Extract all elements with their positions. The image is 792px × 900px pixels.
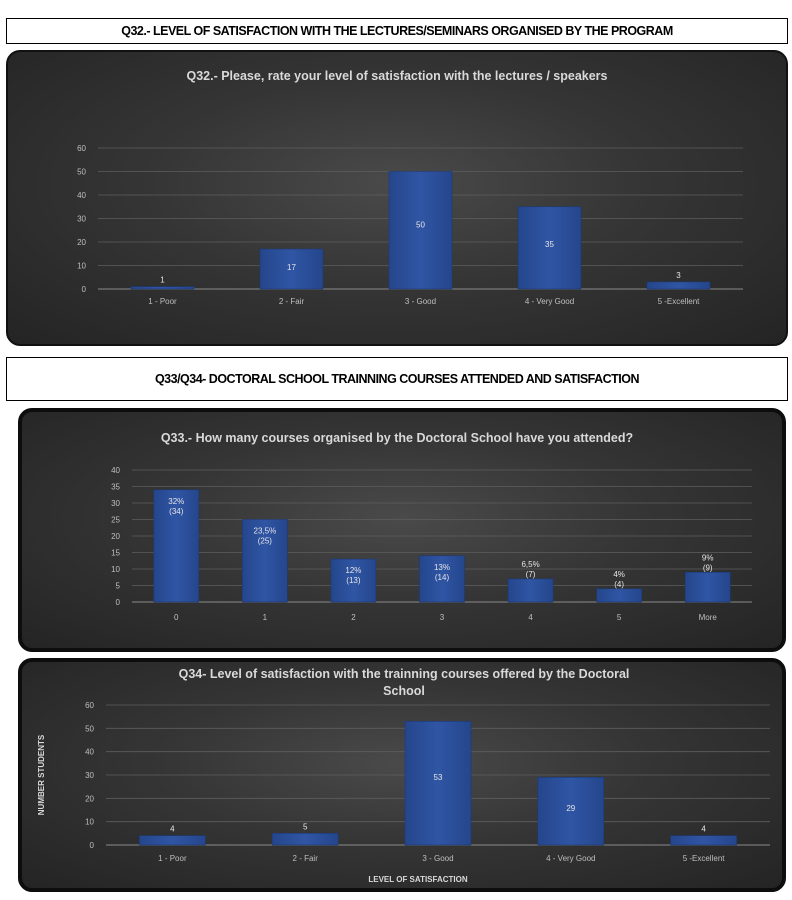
- bar: [139, 835, 206, 846]
- x-tick-label: 2 - Fair: [293, 854, 319, 863]
- y-tick-label: 50: [77, 168, 86, 177]
- chart-q32: Q32.- Please, rate your level of satisfa…: [77, 69, 743, 306]
- data-label: 35: [545, 240, 554, 249]
- y-tick-label: 30: [111, 499, 120, 508]
- bar: [330, 558, 377, 603]
- x-tick-label: 5 -Excellent: [658, 297, 701, 306]
- y-tick-label: 60: [85, 701, 94, 710]
- data-label: 6,5%: [521, 560, 539, 569]
- bar: [153, 489, 200, 603]
- bar: [388, 171, 453, 290]
- data-label: (9): [703, 563, 713, 572]
- data-label: 5: [303, 822, 308, 831]
- data-label: 50: [416, 220, 425, 229]
- y-tick-label: 60: [77, 144, 86, 153]
- data-label: 23,5%: [254, 527, 277, 536]
- bar: [242, 519, 288, 603]
- data-label: (14): [435, 573, 450, 582]
- bar: [419, 555, 465, 603]
- chart-panel-q32: Q32.- Please, rate your level of satisfa…: [6, 50, 788, 346]
- y-tick-label: 20: [111, 532, 120, 541]
- y-tick-label: 20: [77, 238, 86, 247]
- y-tick-label: 10: [85, 818, 94, 827]
- chart-title: Q34- Level of satisfaction with the trai…: [179, 667, 630, 681]
- y-tick-label: 30: [85, 771, 94, 780]
- x-tick-label: More: [699, 613, 718, 622]
- y-tick-label: 25: [111, 516, 120, 525]
- y-tick-label: 40: [85, 748, 94, 757]
- bar: [259, 248, 324, 290]
- y-tick-label: 20: [85, 794, 94, 803]
- section-header-q33-q34: Q33/Q34- DOCTORAL SCHOOL TRAINNING COURS…: [6, 357, 788, 401]
- data-label: 53: [434, 773, 443, 782]
- x-tick-label: 5 -Excellent: [683, 854, 726, 863]
- x-tick-label: 4: [528, 613, 533, 622]
- data-label: 29: [566, 804, 575, 813]
- data-label: 17: [287, 263, 296, 272]
- section-header-q32-text: Q32.- LEVEL OF SATISFACTION WITH THE LEC…: [121, 24, 673, 38]
- y-tick-label: 10: [77, 262, 86, 271]
- data-label: 12%: [345, 566, 361, 575]
- y-tick-label: 10: [111, 565, 120, 574]
- x-tick-label: 3 - Good: [422, 854, 453, 863]
- data-label: 4: [170, 825, 175, 834]
- y-tick-label: 0: [82, 285, 87, 294]
- chart-title: School: [383, 684, 425, 698]
- bar: [271, 833, 339, 846]
- chart-panel-q33: Q33.- How many courses organised by the …: [18, 408, 786, 652]
- data-label: (25): [258, 537, 273, 546]
- bar: [130, 286, 195, 290]
- chart-panel-q34: Q34- Level of satisfaction with the trai…: [18, 658, 786, 892]
- x-tick-label: 3 - Good: [405, 297, 436, 306]
- x-tick-label: 1: [263, 613, 268, 622]
- data-label: 1: [160, 276, 165, 285]
- x-tick-label: 5: [617, 613, 622, 622]
- x-tick-label: 1 - Poor: [148, 297, 177, 306]
- chart-q34: Q34- Level of satisfaction with the trai…: [37, 667, 770, 884]
- y-tick-label: 40: [111, 466, 120, 475]
- chart-title: Q33.- How many courses organised by the …: [161, 431, 633, 445]
- bar: [517, 206, 582, 290]
- x-tick-label: 1 - Poor: [158, 854, 187, 863]
- x-axis-title: LEVEL OF SATISFACTION: [368, 875, 467, 884]
- y-tick-label: 0: [90, 841, 95, 850]
- bar: [537, 777, 605, 846]
- data-label: (13): [346, 576, 361, 585]
- data-label: (34): [169, 507, 184, 516]
- bar: [684, 572, 731, 603]
- bar: [404, 721, 472, 846]
- section-header-q32: Q32.- LEVEL OF SATISFACTION WITH THE LEC…: [6, 18, 788, 44]
- section-header-q33-q34-text: Q33/Q34- DOCTORAL SCHOOL TRAINNING COURS…: [154, 372, 640, 386]
- y-tick-label: 30: [77, 215, 86, 224]
- x-tick-label: 4 - Very Good: [546, 854, 595, 863]
- bar: [596, 588, 642, 603]
- y-tick-label: 15: [111, 549, 120, 558]
- data-label: 9%: [702, 553, 714, 562]
- data-label: (7): [526, 570, 536, 579]
- data-label: 4%: [613, 570, 625, 579]
- x-tick-label: 3: [440, 613, 445, 622]
- y-tick-label: 50: [85, 724, 94, 733]
- chart-title: Q32.- Please, rate your level of satisfa…: [186, 69, 607, 83]
- bar: [670, 835, 737, 846]
- data-label: 3: [676, 271, 681, 280]
- x-tick-label: 2 - Fair: [279, 297, 305, 306]
- data-label: 13%: [434, 563, 450, 572]
- bar: [646, 281, 711, 290]
- y-axis-title: NUMBER STUDENTS: [37, 734, 46, 815]
- x-tick-label: 0: [174, 613, 179, 622]
- y-tick-label: 5: [116, 582, 121, 591]
- chart-q33: Q33.- How many courses organised by the …: [111, 431, 752, 622]
- bar: [507, 578, 554, 603]
- data-label: 4: [701, 825, 706, 834]
- x-tick-label: 4 - Very Good: [525, 297, 574, 306]
- y-tick-label: 0: [116, 598, 121, 607]
- x-tick-label: 2: [351, 613, 356, 622]
- data-label: 32%: [168, 497, 184, 506]
- y-tick-label: 40: [77, 191, 86, 200]
- data-label: (4): [614, 580, 624, 589]
- y-tick-label: 35: [111, 483, 120, 492]
